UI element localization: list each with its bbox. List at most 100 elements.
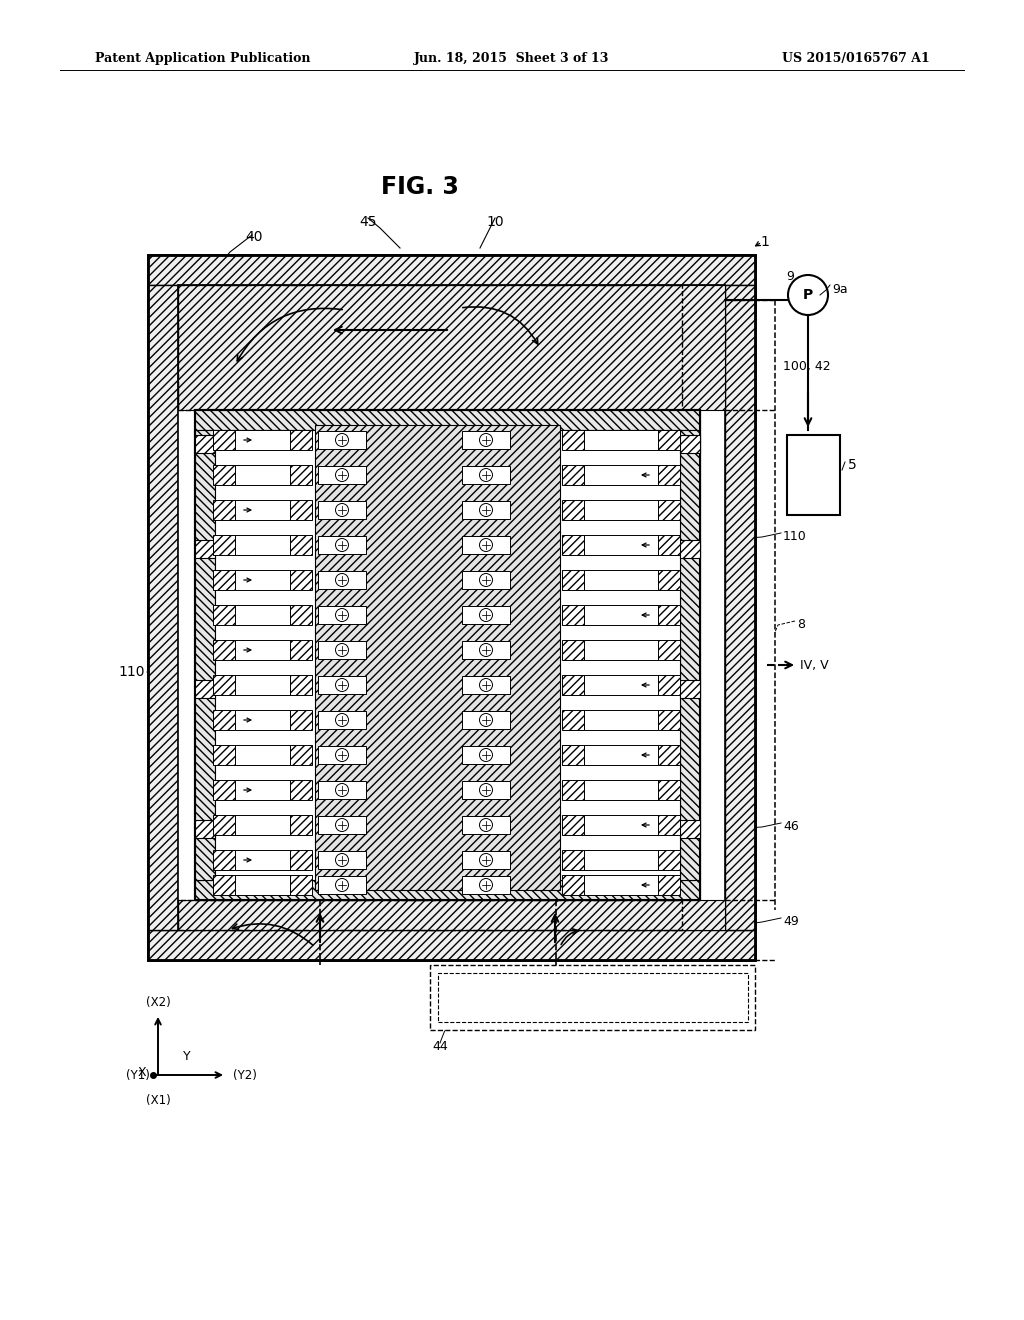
Bar [234,465,290,484]
Bar [148,285,178,931]
Bar [234,710,290,730]
Bar [290,605,312,624]
Text: 45: 45 [359,215,377,228]
Text: 8: 8 [797,618,805,631]
Bar [562,814,584,836]
Bar [584,605,658,624]
Bar [234,500,290,520]
Bar [562,570,584,590]
Bar [318,502,366,519]
Bar [195,540,215,558]
Bar [234,535,290,554]
Bar [178,900,725,931]
Bar [195,436,215,453]
Bar [658,850,680,870]
Bar [787,436,840,515]
Bar [234,640,290,660]
Bar [562,605,584,624]
Bar [213,814,234,836]
Bar [584,710,658,730]
Text: 46: 46 [783,820,799,833]
Bar [213,430,234,450]
Bar [680,436,700,453]
Bar [178,285,725,411]
Bar [318,466,366,484]
Bar [213,710,234,730]
Bar [462,536,510,554]
Bar [290,640,312,660]
Bar [195,411,700,900]
Bar [318,816,366,834]
Text: 16: 16 [590,517,606,531]
Bar [584,640,658,660]
Bar [462,851,510,869]
Bar [234,814,290,836]
Bar [195,411,700,900]
Bar [462,572,510,589]
Bar [148,931,755,960]
Text: 10: 10 [486,215,504,228]
Text: (Y1): (Y1) [126,1068,150,1081]
Bar [658,640,680,660]
Bar [658,780,680,800]
Bar [584,570,658,590]
Bar [148,255,755,285]
Text: 110: 110 [783,531,807,543]
Bar [234,744,290,766]
Bar [462,711,510,729]
Text: IV, V: IV, V [800,659,828,672]
Bar [290,570,312,590]
Bar [195,820,215,838]
Bar [290,744,312,766]
Text: 9: 9 [786,271,794,282]
Bar [195,680,215,698]
Text: 12: 12 [582,414,598,428]
Bar [315,425,560,890]
Bar [680,680,700,698]
Bar [462,606,510,624]
Text: 21: 21 [590,495,606,508]
Text: (X1): (X1) [145,1094,170,1107]
Bar [725,285,755,931]
Bar [562,875,584,895]
Bar [290,465,312,484]
Text: FIG. 3: FIG. 3 [381,176,459,199]
Text: IV, V: IV, V [358,648,387,661]
Bar [213,605,234,624]
Bar [318,876,366,894]
Bar [290,814,312,836]
Bar [148,931,755,960]
Bar [658,605,680,624]
Bar [148,255,755,285]
Bar [195,430,215,880]
Bar [462,466,510,484]
Text: 5: 5 [848,458,857,473]
Text: (Y2): (Y2) [233,1068,257,1081]
Text: (X2): (X2) [145,997,170,1008]
Bar [234,430,290,450]
Bar [178,285,682,411]
Bar [213,744,234,766]
Bar [462,876,510,894]
Text: 44: 44 [432,1040,447,1053]
Bar [290,875,312,895]
Bar [234,875,290,895]
Text: Jun. 18, 2015  Sheet 3 of 13: Jun. 18, 2015 Sheet 3 of 13 [415,51,609,65]
Bar [234,850,290,870]
Bar [562,465,584,484]
Bar [462,816,510,834]
Bar [584,535,658,554]
Bar [290,500,312,520]
Bar [215,430,680,880]
Bar [562,710,584,730]
Bar [584,850,658,870]
Bar [584,744,658,766]
Bar [562,850,584,870]
Bar [584,500,658,520]
Bar [195,880,700,900]
Bar [462,676,510,694]
Bar [234,780,290,800]
Bar [318,851,366,869]
Bar [462,502,510,519]
Text: X: X [137,1065,146,1078]
